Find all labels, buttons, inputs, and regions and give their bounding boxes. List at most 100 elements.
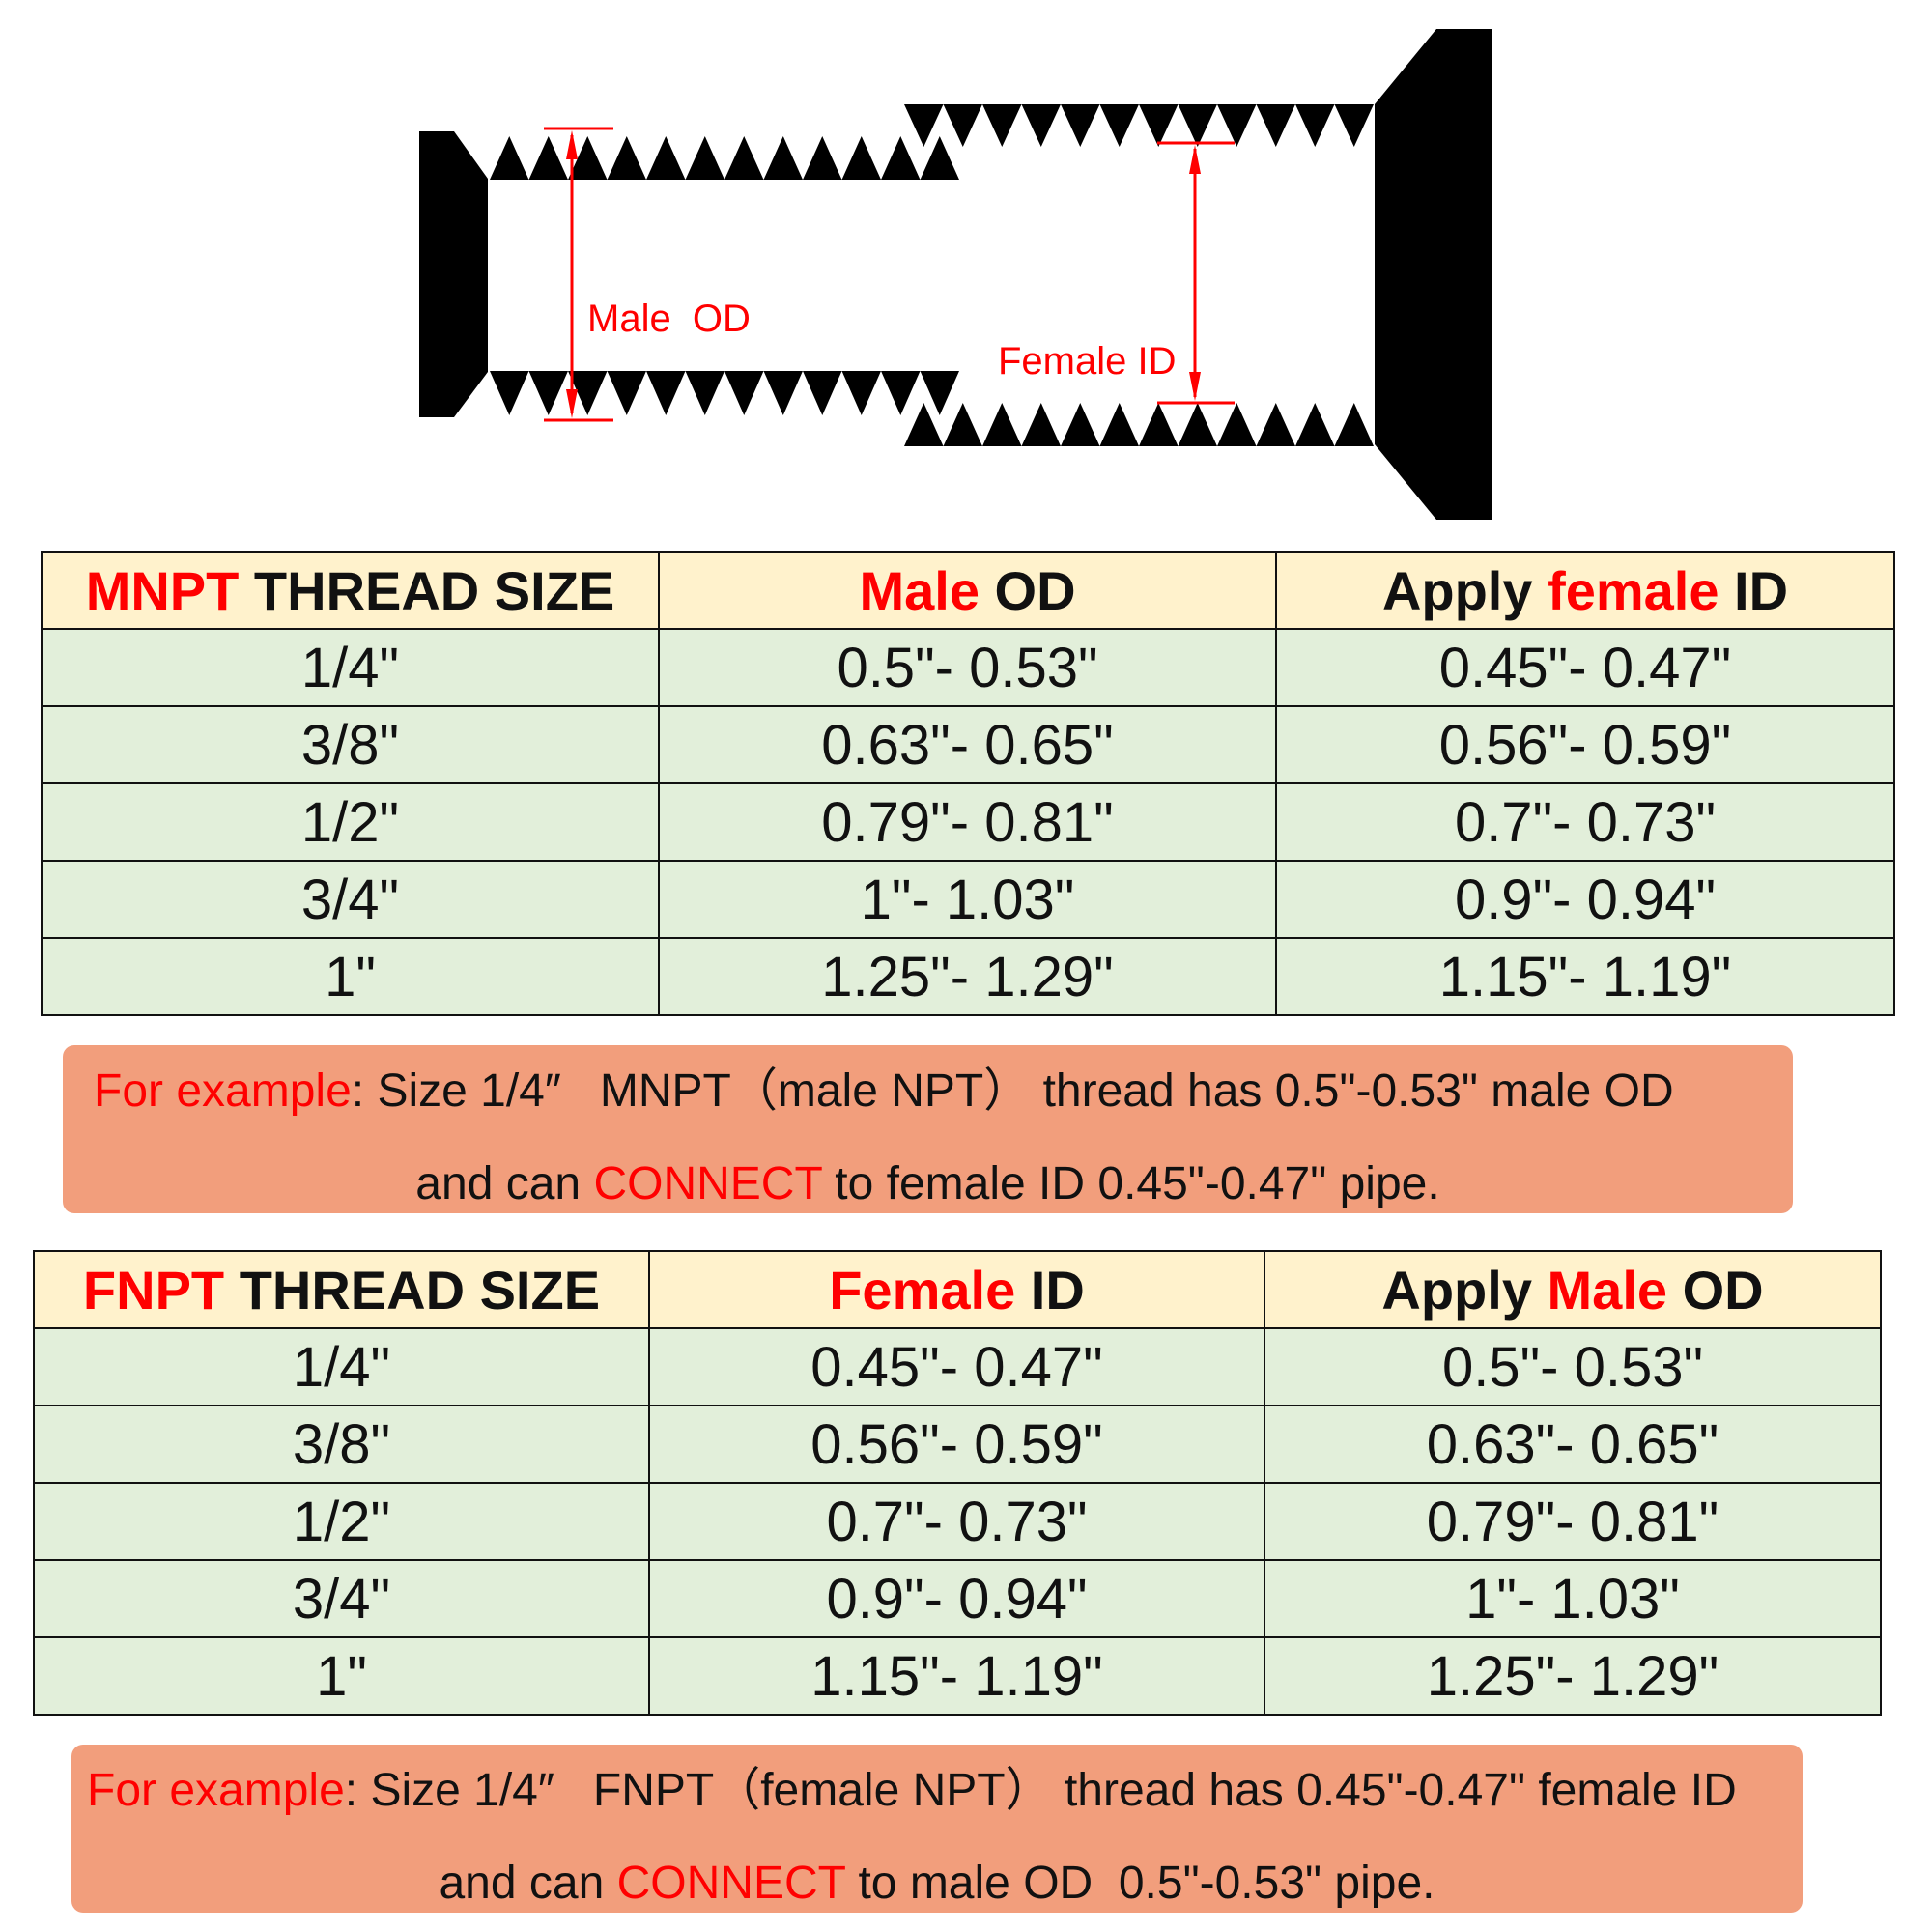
- thread-tooth: [920, 371, 959, 415]
- thread-tooth: [646, 371, 686, 415]
- mnpt-example-note: For example: Size 1/4″ MNPT（male NPT） th…: [63, 1045, 1793, 1213]
- female-id-dimension: [1157, 141, 1235, 405]
- thread-tooth: [1295, 104, 1335, 147]
- thread-tooth: [763, 136, 803, 180]
- thread-teeth: [490, 104, 1374, 446]
- thread-tooth: [881, 371, 921, 415]
- cell-range-1: 0.63"- 0.65": [658, 705, 1277, 784]
- cell-thread-size: 1/2": [41, 782, 660, 862]
- cell-range-1: 1.25"- 1.29": [658, 937, 1277, 1016]
- thread-tooth: [982, 104, 1022, 147]
- thread-tooth: [724, 371, 764, 415]
- thread-tooth: [943, 104, 982, 147]
- thread-tooth: [841, 371, 881, 415]
- table-header-row: FNPT THREAD SIZE Female ID Apply Male OD: [33, 1250, 1882, 1329]
- cell-thread-size: 3/4": [41, 860, 660, 939]
- thread-tooth: [1139, 403, 1179, 446]
- table-row: 1/2" 0.79"- 0.81" 0.7"- 0.73": [41, 782, 1895, 862]
- thread-tooth: [1021, 104, 1061, 147]
- thread-tooth: [1061, 104, 1100, 147]
- thread-tooth: [685, 136, 724, 180]
- male-od-dimension: [544, 127, 613, 422]
- thread-tooth: [1217, 403, 1257, 446]
- thread-tooth: [1099, 403, 1139, 446]
- cell-range-1: 0.79"- 0.81": [658, 782, 1277, 862]
- thread-tooth: [1256, 104, 1295, 147]
- thread-tooth: [490, 371, 529, 415]
- cell-thread-size: 1/2": [33, 1482, 650, 1561]
- cell-thread-size: 3/4": [33, 1559, 650, 1638]
- cell-range-2: 1"- 1.03": [1264, 1559, 1882, 1638]
- thread-tooth: [803, 136, 842, 180]
- thread-tooth: [607, 371, 646, 415]
- thread-tooth: [568, 136, 608, 180]
- thread-tooth: [841, 136, 881, 180]
- thread-tooth: [1061, 403, 1100, 446]
- cell-thread-size: 1": [41, 937, 660, 1016]
- cell-range-2: 0.79"- 0.81": [1264, 1482, 1882, 1561]
- thread-tooth: [1139, 104, 1179, 147]
- thread-tooth: [1295, 403, 1335, 446]
- cell-thread-size: 1": [33, 1636, 650, 1716]
- header-female-id: Female ID: [648, 1250, 1265, 1329]
- header-male-od: Male OD: [658, 551, 1277, 630]
- table-row: 1/2" 0.7"- 0.73" 0.79"- 0.81": [33, 1482, 1882, 1561]
- cell-range-1: 0.7"- 0.73": [648, 1482, 1265, 1561]
- thread-tooth: [1099, 104, 1139, 147]
- thread-diagram: Male OD Female ID: [419, 29, 1492, 520]
- thread-tooth: [1021, 403, 1061, 446]
- table-header-row: MNPT THREAD SIZE Male OD Apply female ID: [41, 551, 1895, 630]
- thread-tooth: [1334, 403, 1374, 446]
- cell-range-2: 0.45"- 0.47": [1275, 628, 1895, 707]
- thread-tooth: [763, 371, 803, 415]
- thread-tooth: [724, 136, 764, 180]
- table-row: 1/4" 0.45"- 0.47" 0.5"- 0.53": [33, 1327, 1882, 1406]
- cell-range-1: 0.9"- 0.94": [648, 1559, 1265, 1638]
- thread-tooth: [1217, 104, 1257, 147]
- cell-range-2: 0.5"- 0.53": [1264, 1327, 1882, 1406]
- cell-range-1: 0.45"- 0.47": [648, 1327, 1265, 1406]
- cell-range-1: 1"- 1.03": [658, 860, 1277, 939]
- cell-range-1: 0.56"- 0.59": [648, 1405, 1265, 1484]
- male-fitting-body: [419, 131, 488, 417]
- table-row: 1" 1.15"- 1.19" 1.25"- 1.29": [33, 1636, 1882, 1716]
- thread-tooth: [607, 136, 646, 180]
- cell-range-1: 1.15"- 1.19": [648, 1636, 1265, 1716]
- header-apply-male-od: Apply Male OD: [1264, 1250, 1882, 1329]
- cell-range-2: 0.9"- 0.94": [1275, 860, 1895, 939]
- male-od-label: Male OD: [587, 298, 751, 340]
- thread-tooth: [646, 136, 686, 180]
- mnpt-table: MNPT THREAD SIZE Male OD Apply female ID…: [41, 551, 1895, 1016]
- table-row: 1" 1.25"- 1.29" 1.15"- 1.19": [41, 937, 1895, 1016]
- cell-range-2: 1.25"- 1.29": [1264, 1636, 1882, 1716]
- fnpt-example-note: For example: Size 1/4″ FNPT（female NPT） …: [71, 1745, 1803, 1913]
- table-row: 3/8" 0.63"- 0.65" 0.56"- 0.59": [41, 705, 1895, 784]
- header-thread-size: FNPT THREAD SIZE: [33, 1250, 650, 1329]
- thread-tooth: [943, 403, 982, 446]
- header-apply-female-id: Apply female ID: [1275, 551, 1895, 630]
- cell-range-2: 0.56"- 0.59": [1275, 705, 1895, 784]
- thread-tooth: [881, 136, 921, 180]
- thread-tooth: [803, 371, 842, 415]
- female-fitting-body: [1375, 29, 1492, 520]
- cell-range-2: 1.15"- 1.19": [1275, 937, 1895, 1016]
- female-id-label: Female ID: [998, 340, 1177, 383]
- thread-tooth: [568, 371, 608, 415]
- cell-range-2: 0.7"- 0.73": [1275, 782, 1895, 862]
- header-thread-size: MNPT THREAD SIZE: [41, 551, 660, 630]
- thread-tooth: [528, 136, 568, 180]
- cell-thread-size: 3/8": [41, 705, 660, 784]
- thread-tooth: [904, 403, 944, 446]
- table-row: 3/4" 0.9"- 0.94" 1"- 1.03": [33, 1559, 1882, 1638]
- cell-range-2: 0.63"- 0.65": [1264, 1405, 1882, 1484]
- table-row: 1/4" 0.5"- 0.53" 0.45"- 0.47": [41, 628, 1895, 707]
- cell-range-1: 0.5"- 0.53": [658, 628, 1277, 707]
- thread-tooth: [920, 136, 959, 180]
- cell-thread-size: 3/8": [33, 1405, 650, 1484]
- thread-tooth: [982, 403, 1022, 446]
- thread-tooth: [1256, 403, 1295, 446]
- cell-thread-size: 1/4": [33, 1327, 650, 1406]
- thread-tooth: [528, 371, 568, 415]
- thread-tooth: [1334, 104, 1374, 147]
- fnpt-table: FNPT THREAD SIZE Female ID Apply Male OD…: [33, 1250, 1882, 1716]
